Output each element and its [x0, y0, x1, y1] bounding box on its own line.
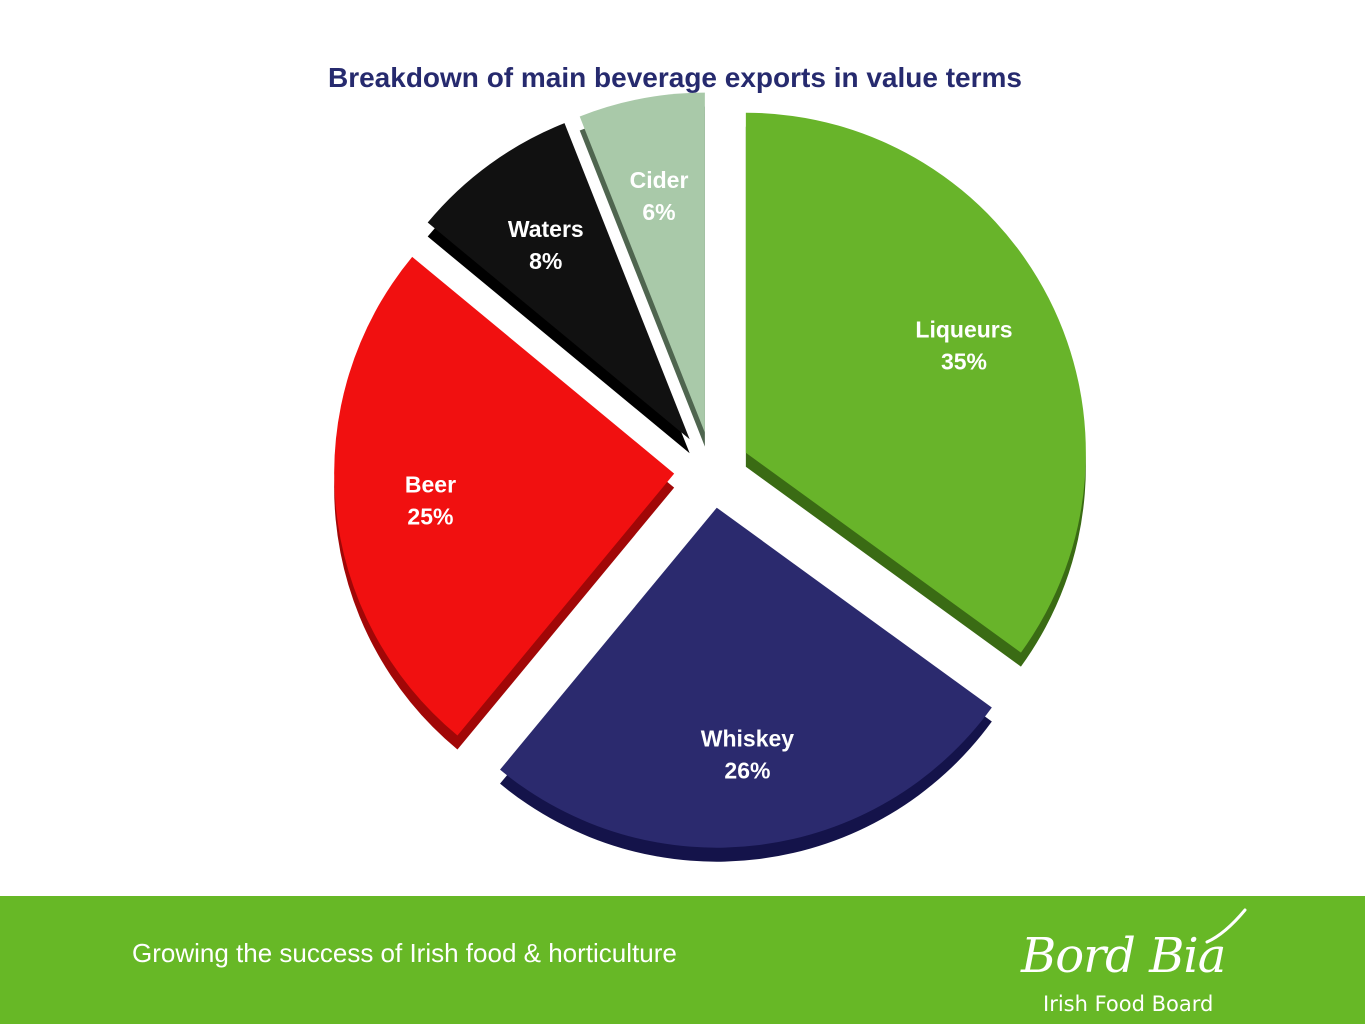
slice-value-beer: 25% — [407, 504, 453, 530]
slice-label-waters: Waters — [508, 216, 584, 242]
bord-bia-logo: Bord Bia Irish Food Board — [1015, 906, 1255, 1016]
slice-beer — [334, 256, 675, 736]
pie-chart: Liqueurs 35% Whiskey 26% Beer 25% Waters 8% Cide… — [334, 92, 1086, 862]
footer-tagline: Growing the success of Irish food & hort… — [132, 938, 677, 968]
slice-whiskey — [500, 507, 992, 848]
slice-value-liqueurs: 35% — [941, 349, 987, 375]
slice-labels: Liqueurs 35% Whiskey 26% Beer 25% Waters 8% Cide… — [405, 167, 1013, 783]
slice-value-whiskey: 26% — [724, 758, 770, 784]
slice-tops — [334, 92, 1086, 848]
slice-label-whiskey: Whiskey — [701, 726, 795, 752]
logo-swoosh-icon — [1205, 908, 1247, 944]
slice-liqueurs — [745, 112, 1086, 653]
logo-name: Bord Bia — [1021, 928, 1226, 984]
slice-label-liqueurs: Liqueurs — [915, 317, 1012, 343]
slice-cider — [579, 92, 705, 433]
slice-label-cider: Cider — [630, 167, 689, 193]
footer-bar: Growing the success of Irish food & hort… — [0, 896, 1365, 1024]
slice-label-beer: Beer — [405, 472, 456, 498]
slice-value-cider: 6% — [642, 199, 675, 225]
slice-value-waters: 8% — [529, 248, 562, 274]
slice-waters — [427, 123, 690, 440]
chart-title: Breakdown of main beverage exports in va… — [327, 62, 1022, 93]
logo-subtitle: Irish Food Board — [1043, 992, 1214, 1016]
